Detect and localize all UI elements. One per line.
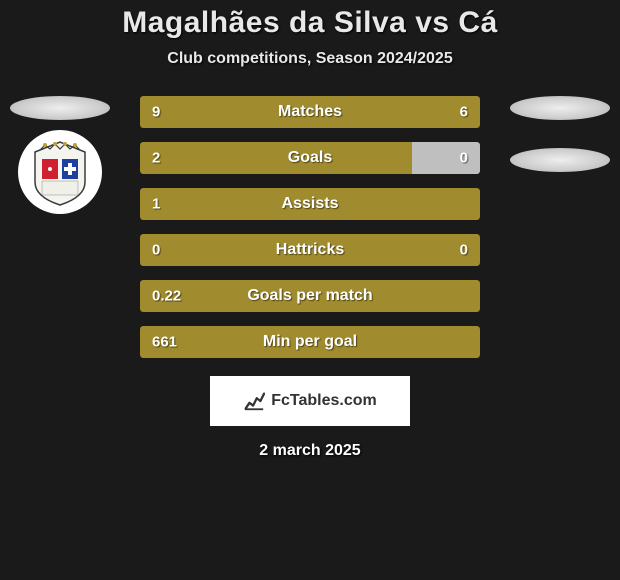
stat-label: Hattricks bbox=[276, 241, 344, 259]
stat-row: 9 Matches 6 bbox=[140, 96, 480, 128]
page-subtitle: Club competitions, Season 2024/2025 bbox=[167, 50, 452, 68]
stat-label: Goals per match bbox=[247, 287, 372, 305]
right-team-placeholder-ellipse bbox=[510, 148, 610, 172]
stats-area: 9 Matches 6 2 Goals 0 1 Assists 0 Hattricks 0 0.22 G… bbox=[0, 96, 620, 358]
watermark-text: FcTables.com bbox=[271, 392, 377, 410]
left-player-column bbox=[10, 96, 110, 214]
shield-crest-icon bbox=[30, 137, 90, 207]
stat-row: 0.22 Goals per match bbox=[140, 280, 480, 312]
stat-right-value: 6 bbox=[460, 104, 468, 121]
stat-right-value: 0 bbox=[460, 150, 468, 167]
watermark: FcTables.com bbox=[210, 376, 410, 426]
stat-row: 661 Min per goal bbox=[140, 326, 480, 358]
stat-left-value: 661 bbox=[152, 334, 177, 351]
left-player-placeholder-ellipse bbox=[10, 96, 110, 120]
right-player-column bbox=[510, 96, 610, 172]
stat-left-value: 0 bbox=[152, 242, 160, 259]
stat-label: Matches bbox=[278, 103, 342, 121]
stat-left-value: 1 bbox=[152, 196, 160, 213]
page-title: Magalhães da Silva vs Cá bbox=[122, 6, 498, 40]
footer-date: 2 march 2025 bbox=[259, 442, 360, 460]
stat-left-value: 9 bbox=[152, 104, 160, 121]
stat-row: 1 Assists bbox=[140, 188, 480, 220]
stat-label: Assists bbox=[282, 195, 339, 213]
stat-row: 0 Hattricks 0 bbox=[140, 234, 480, 266]
right-player-placeholder-ellipse bbox=[510, 96, 610, 120]
left-team-crest bbox=[18, 130, 102, 214]
stat-row: 2 Goals 0 bbox=[140, 142, 480, 174]
stat-right-value: 0 bbox=[460, 242, 468, 259]
stat-bars: 9 Matches 6 2 Goals 0 1 Assists 0 Hattricks 0 0.22 G… bbox=[140, 96, 480, 358]
stat-left-value: 0.22 bbox=[152, 288, 181, 305]
stat-label: Goals bbox=[288, 149, 332, 167]
chart-icon bbox=[243, 390, 265, 412]
stat-left-value: 2 bbox=[152, 150, 160, 167]
stat-label: Min per goal bbox=[263, 333, 357, 351]
bar-right-segment bbox=[412, 142, 480, 174]
